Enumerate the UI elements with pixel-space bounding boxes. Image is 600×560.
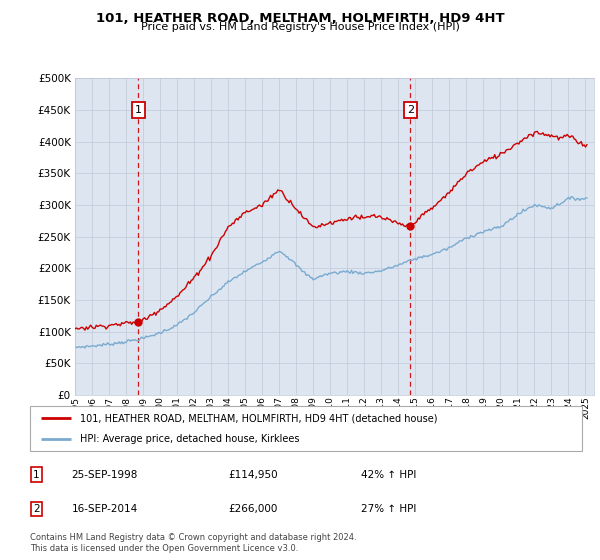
Text: Price paid vs. HM Land Registry's House Price Index (HPI): Price paid vs. HM Land Registry's House …	[140, 22, 460, 32]
Text: £266,000: £266,000	[229, 504, 278, 514]
Text: 2: 2	[34, 504, 40, 514]
Text: 25-SEP-1998: 25-SEP-1998	[71, 470, 138, 479]
Text: 2: 2	[407, 105, 414, 115]
Text: 101, HEATHER ROAD, MELTHAM, HOLMFIRTH, HD9 4HT (detached house): 101, HEATHER ROAD, MELTHAM, HOLMFIRTH, H…	[80, 413, 437, 423]
FancyBboxPatch shape	[30, 406, 582, 451]
Text: £114,950: £114,950	[229, 470, 278, 479]
Text: Contains HM Land Registry data © Crown copyright and database right 2024.
This d: Contains HM Land Registry data © Crown c…	[30, 533, 356, 553]
Text: 1: 1	[135, 105, 142, 115]
Text: 42% ↑ HPI: 42% ↑ HPI	[361, 470, 416, 479]
Text: 27% ↑ HPI: 27% ↑ HPI	[361, 504, 416, 514]
Text: 1: 1	[34, 470, 40, 479]
Text: 101, HEATHER ROAD, MELTHAM, HOLMFIRTH, HD9 4HT: 101, HEATHER ROAD, MELTHAM, HOLMFIRTH, H…	[95, 12, 505, 25]
Text: 16-SEP-2014: 16-SEP-2014	[71, 504, 137, 514]
Text: HPI: Average price, detached house, Kirklees: HPI: Average price, detached house, Kirk…	[80, 433, 299, 444]
